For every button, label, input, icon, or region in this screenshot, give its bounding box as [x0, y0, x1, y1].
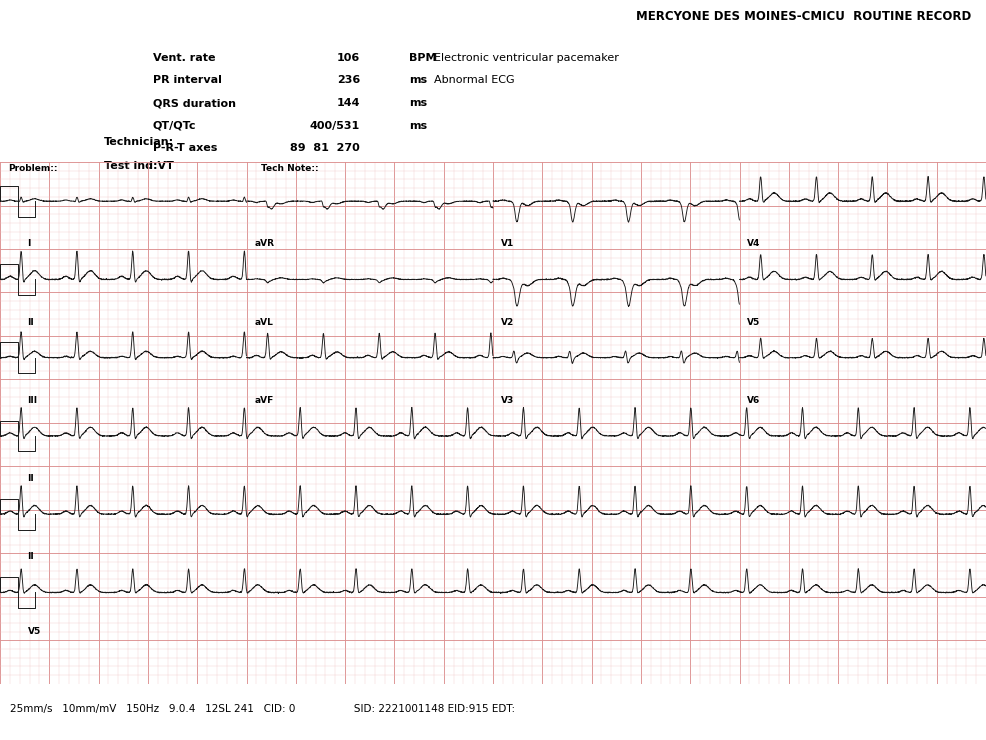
Text: II: II — [28, 474, 35, 483]
Text: QT/QTc: QT/QTc — [153, 121, 196, 130]
Text: Tech Note::: Tech Note:: — [261, 164, 318, 172]
Text: 25mm/s   10mm/mV   150Hz   9.0.4   12SL 241   CID: 0                  SID: 22210: 25mm/s 10mm/mV 150Hz 9.0.4 12SL 241 CID:… — [10, 704, 515, 714]
Text: Abnormal ECG: Abnormal ECG — [434, 75, 515, 86]
Text: V6: V6 — [747, 396, 760, 405]
Text: aVF: aVF — [254, 396, 274, 405]
Text: aVL: aVL — [254, 317, 273, 326]
Text: Problem::: Problem:: — [8, 164, 57, 172]
Text: V1: V1 — [501, 240, 514, 249]
Text: BPM: BPM — [409, 53, 437, 63]
Text: QRS duration: QRS duration — [153, 98, 236, 108]
Text: I: I — [28, 240, 31, 249]
Text: P-R-T axes: P-R-T axes — [153, 143, 217, 153]
Text: II: II — [28, 317, 35, 326]
Text: 400/531: 400/531 — [310, 121, 360, 130]
Text: V4: V4 — [747, 240, 761, 249]
Text: Vent. rate: Vent. rate — [153, 53, 215, 63]
Text: V5: V5 — [28, 628, 40, 636]
Text: II: II — [28, 553, 35, 562]
Text: Technician:: Technician: — [104, 137, 174, 147]
Text: V2: V2 — [501, 317, 514, 326]
Text: 106: 106 — [336, 53, 360, 63]
Text: Test ind:VT: Test ind:VT — [104, 161, 174, 171]
Text: Electronic ventricular pacemaker: Electronic ventricular pacemaker — [434, 53, 619, 63]
Text: 236: 236 — [336, 75, 360, 86]
Text: III: III — [28, 396, 37, 405]
Text: MERCYONE DES MOINES-CMICU  ROUTINE RECORD: MERCYONE DES MOINES-CMICU ROUTINE RECORD — [636, 10, 971, 23]
Text: PR interval: PR interval — [153, 75, 222, 86]
Text: ms: ms — [409, 98, 427, 108]
Text: V5: V5 — [747, 317, 760, 326]
Text: ms: ms — [409, 75, 427, 86]
Text: 89  81  270: 89 81 270 — [290, 143, 360, 153]
Text: V3: V3 — [501, 396, 514, 405]
Text: 144: 144 — [336, 98, 360, 108]
Text: aVR: aVR — [254, 240, 274, 249]
Text: ms: ms — [409, 121, 427, 130]
